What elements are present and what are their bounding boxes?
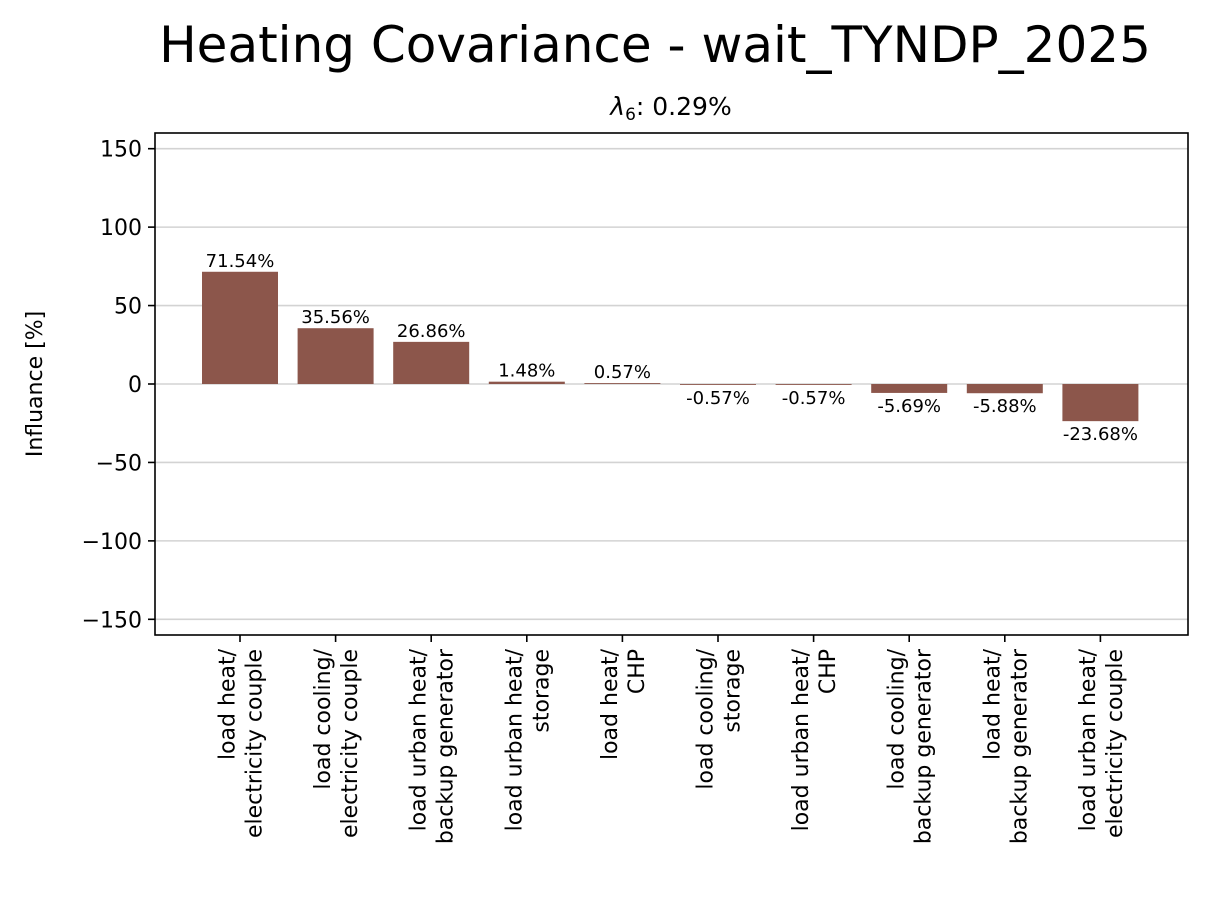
y-tick-label: 100: [100, 216, 142, 241]
y-axis-ticks: 150 100 50 0 −50 −100 −150: [82, 138, 155, 633]
x-tick-label-line: load heat/: [598, 648, 623, 760]
bar: [202, 271, 278, 384]
x-tick-label-line: storage: [721, 649, 746, 733]
bar-value-label: -23.68%: [1063, 424, 1138, 445]
y-tick-label: −100: [82, 530, 142, 555]
x-tick-label: load cooling/backup generator: [885, 648, 937, 844]
x-tick-label-line: load cooling/: [885, 648, 910, 789]
subtitle-value: : 0.29%: [636, 92, 732, 121]
chart-title: Heating Covariance - wait_TYNDP_2025: [159, 16, 1151, 74]
bar: [966, 384, 1043, 394]
bar: [584, 383, 661, 384]
bar-value-label: 71.54%: [206, 251, 275, 272]
x-tick-label: load urban heat/backup generator: [407, 648, 459, 844]
x-tick-label-line: load cooling/: [311, 648, 336, 789]
y-axis-label: Influance [%]: [23, 311, 48, 457]
bar-value-label: 0.57%: [594, 362, 651, 383]
plot-frame: [154, 132, 1189, 636]
bar-value-label: -0.57%: [782, 388, 846, 409]
x-tick-label: load heat/CHP: [598, 648, 650, 760]
bar-value-label: -5.88%: [973, 396, 1037, 417]
x-tick-label-line: electricity couple: [243, 649, 268, 838]
x-tick-label-line: load urban heat/: [1076, 648, 1101, 831]
bar: [680, 384, 756, 385]
subtitle-subscript: 6: [625, 105, 636, 125]
x-tick-label-line: backup generator: [912, 648, 937, 844]
x-tick-label-line: load urban heat/: [407, 648, 432, 831]
x-tick-label: load cooling/storage: [694, 648, 746, 789]
x-tick-label: load cooling/electricity couple: [311, 648, 363, 838]
x-tick-label-line: electricity couple: [338, 649, 363, 838]
bar: [488, 381, 565, 384]
y-tick-label: 50: [114, 295, 142, 320]
x-tick-label-line: load cooling/: [694, 648, 719, 789]
x-tick-label-line: backup generator: [1007, 648, 1032, 844]
y-tick-label: 0: [128, 373, 142, 398]
bar: [393, 341, 470, 384]
x-tick-label-line: CHP: [625, 649, 650, 694]
x-tick-label-line: CHP: [816, 649, 841, 694]
bar-value-label: 26.86%: [397, 321, 466, 342]
bar-value-labels: 71.54% 35.56% 26.86% 1.48% 0.57% -0.57% -0.57%…: [206, 251, 1138, 445]
x-axis-ticks: load heat/electricity couple load cooling…: [216, 635, 1128, 844]
chart-subtitle: λ6: 0.29%: [608, 92, 731, 125]
bar-value-label: -0.57%: [686, 388, 750, 409]
x-tick-label: load urban heat/CHP: [789, 648, 841, 831]
bar-value-label: 1.48%: [498, 361, 555, 382]
y-tick-label: −50: [96, 451, 142, 476]
x-tick-label-line: load urban heat/: [789, 648, 814, 831]
x-tick-label-line: backup generator: [434, 648, 459, 844]
bar-value-label: -5.69%: [877, 396, 941, 417]
x-tick-label-line: load heat/: [980, 648, 1005, 760]
bars: [202, 271, 1139, 422]
x-tick-label-line: load heat/: [216, 648, 241, 760]
x-tick-label-line: load urban heat/: [502, 648, 527, 831]
bar: [871, 384, 948, 393]
x-tick-label-line: electricity couple: [1103, 649, 1128, 838]
subtitle-symbol: λ: [608, 92, 625, 121]
bar-value-label: 35.56%: [301, 307, 370, 328]
x-tick-label: load heat/electricity couple: [216, 648, 268, 838]
x-tick-label: load heat/backup generator: [980, 648, 1032, 844]
x-tick-label-line: storage: [529, 649, 554, 733]
x-tick-label: load urban heat/storage: [502, 648, 554, 831]
bar: [775, 384, 852, 385]
y-tick-label: −150: [82, 608, 142, 633]
bar: [297, 328, 374, 384]
bar: [1062, 384, 1139, 422]
x-tick-label: load urban heat/electricity couple: [1076, 648, 1128, 838]
y-tick-label: 150: [100, 138, 142, 163]
